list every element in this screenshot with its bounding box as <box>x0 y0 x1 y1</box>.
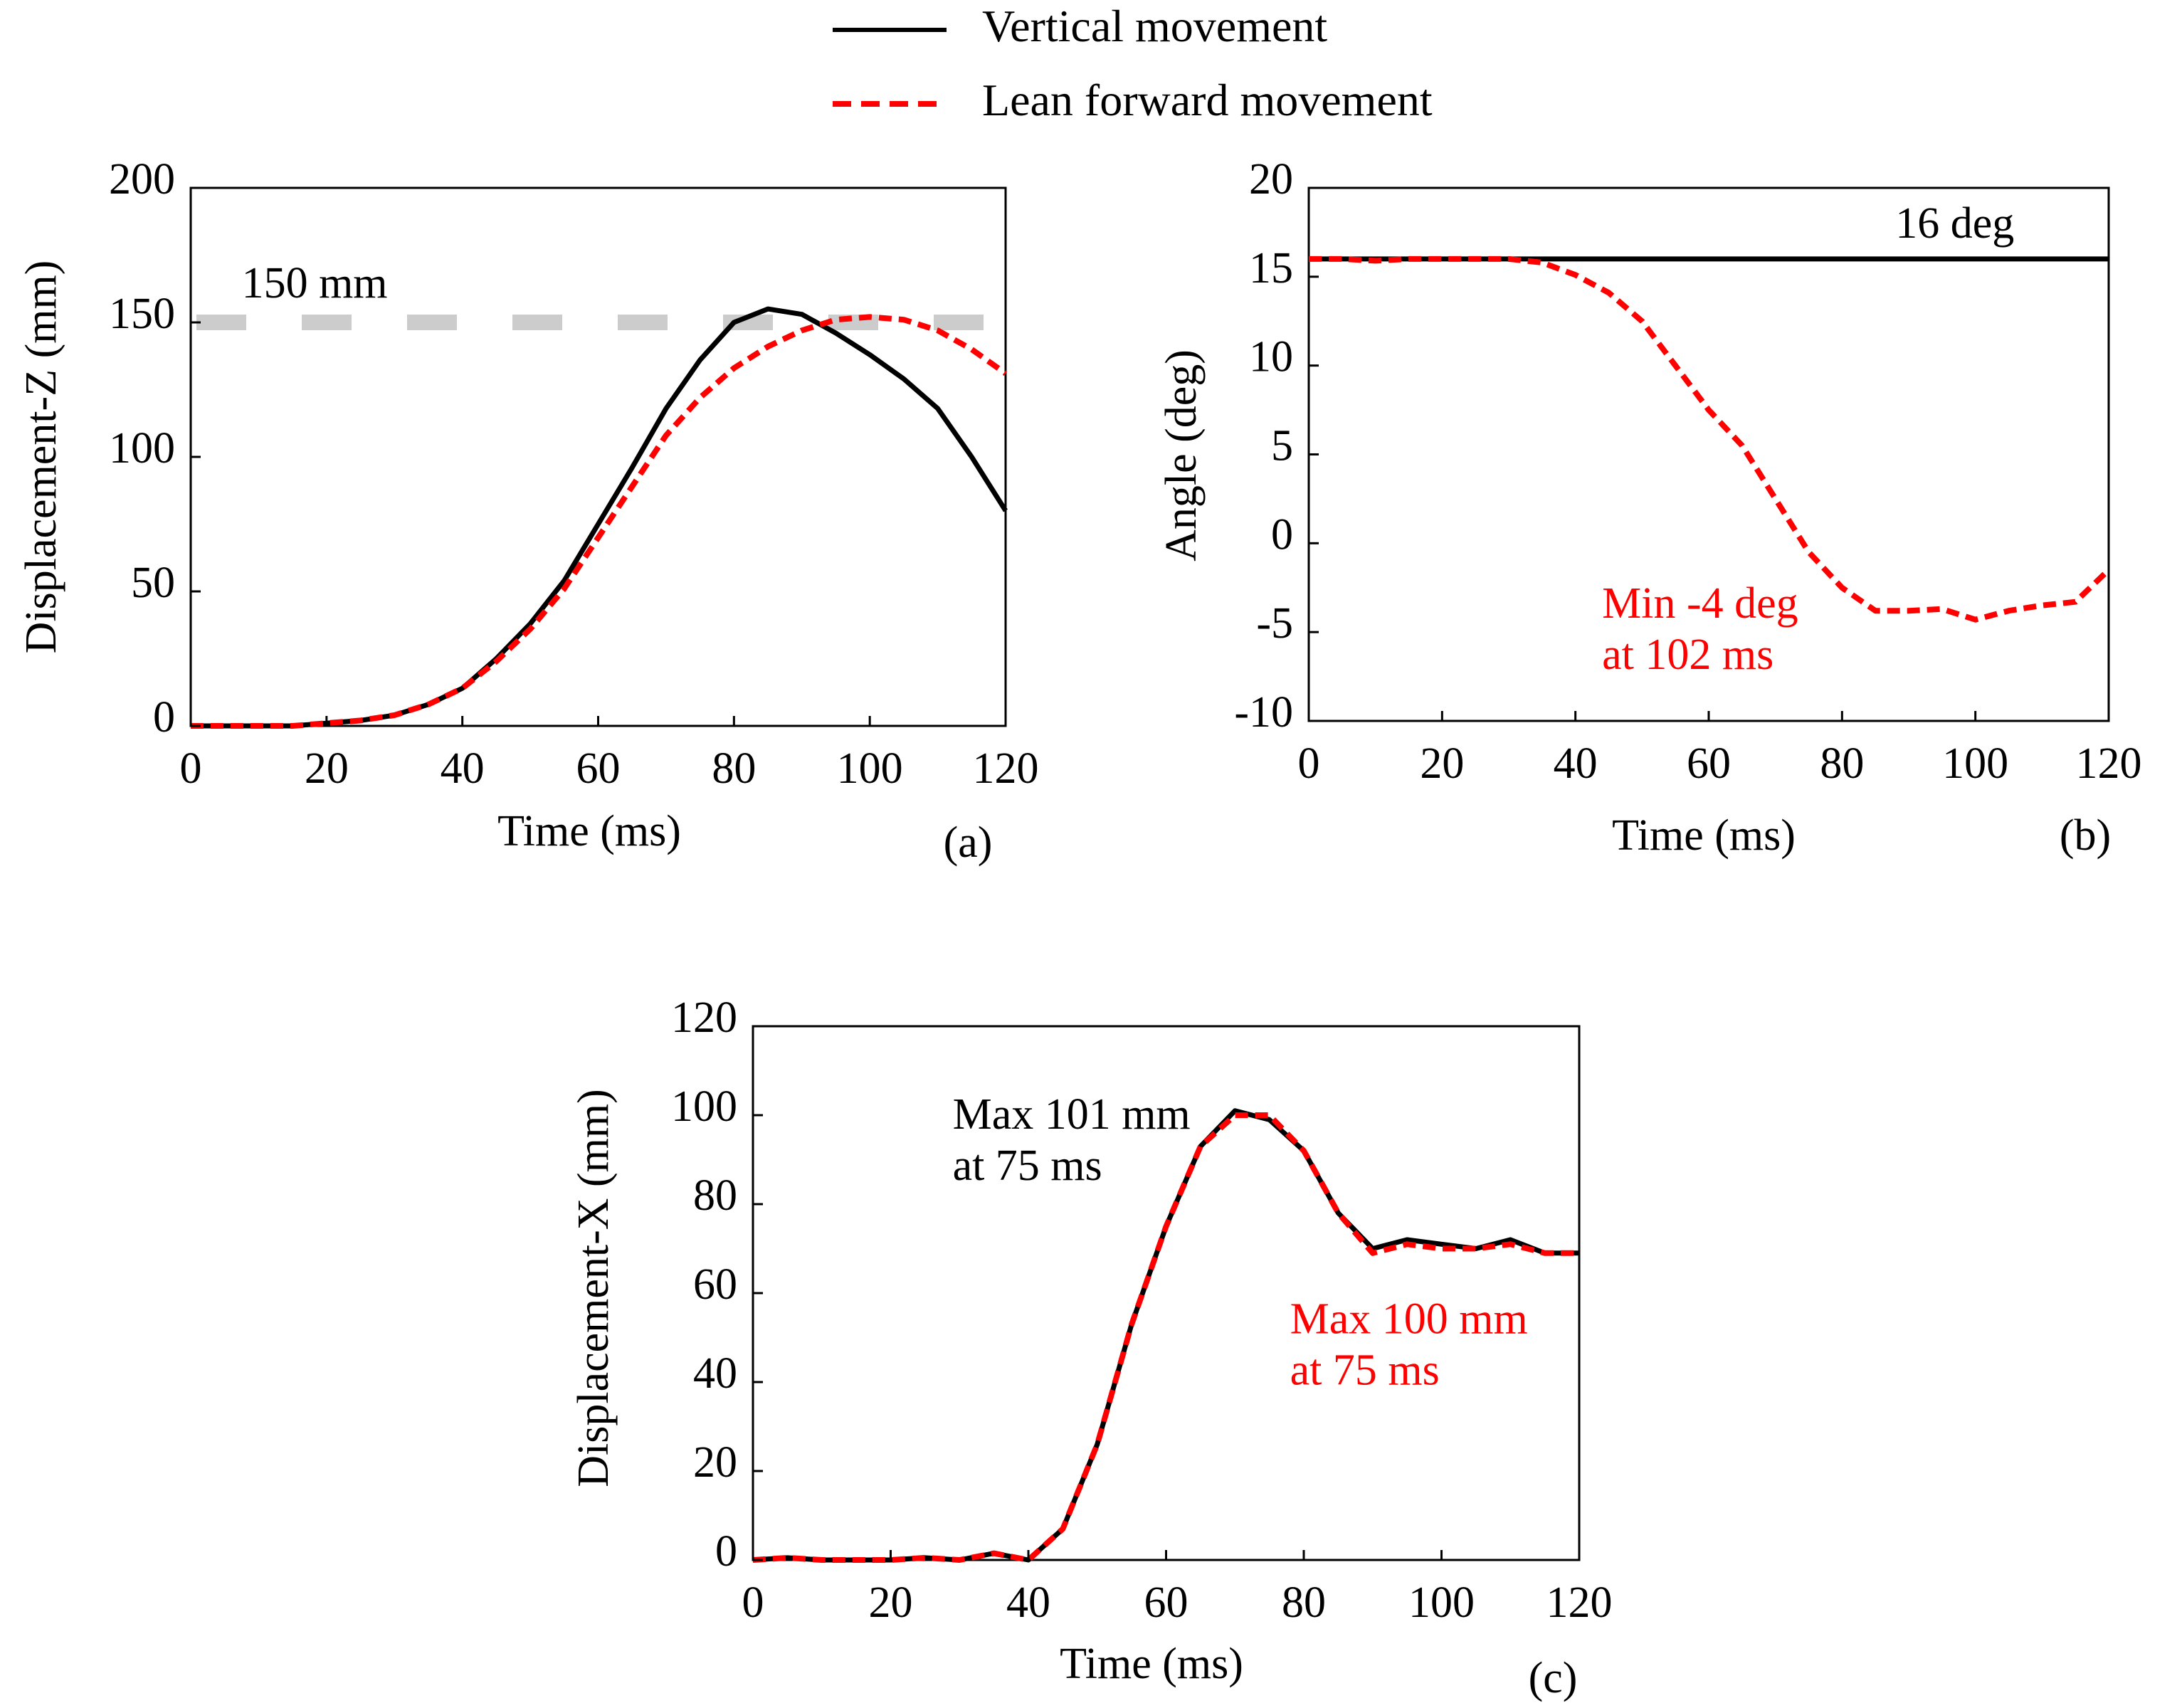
panel-a-xtick-label: 60 <box>576 744 621 793</box>
legend-label-vertical: Vertical movement <box>982 1 1327 51</box>
panel-b-annotation: 16 deg <box>1895 199 2014 248</box>
panel-c-series-lean-forward <box>752 1112 1579 1563</box>
legend: Vertical movement Lean forward movement <box>833 1 1433 125</box>
panel-a-ytick-label: 100 <box>109 424 175 473</box>
panel-b-xtick-label: 0 <box>1298 739 1320 788</box>
panel-c-ytick-label: 40 <box>693 1349 737 1398</box>
panel-b-xtick-label: 40 <box>1554 739 1598 788</box>
legend-label-lean: Lean forward movement <box>982 75 1433 125</box>
panel-c-xtick-label: 100 <box>1408 1578 1475 1627</box>
panel-a-xlabel: Time (ms) <box>497 807 681 855</box>
panel-a-reference-label: 150 mm <box>242 259 388 307</box>
panel-c-annotation: Max 100 mm <box>1290 1295 1528 1343</box>
panel-b-annotation: Min -4 deg <box>1602 579 1798 628</box>
panel-c-xtick-label: 60 <box>1144 1578 1188 1627</box>
panel-c-ytick-label: 20 <box>693 1438 737 1487</box>
panel-b-series-lean-forward <box>1309 255 2111 623</box>
panel-a-xtick-label: 80 <box>712 744 756 793</box>
panel-c-xtick-label: 40 <box>1006 1578 1050 1627</box>
panel-c-ytick-label: 120 <box>671 993 737 1042</box>
panel-b-ytick-label: 15 <box>1249 244 1293 292</box>
panel-c-ytick-label: 80 <box>693 1171 737 1220</box>
panel-c-ytick-label: 60 <box>693 1260 737 1309</box>
panel-b-ytick-label: 10 <box>1249 333 1293 381</box>
panel-b-xtick-label: 120 <box>2076 739 2142 788</box>
panel-c-label: (c) <box>1529 1654 1578 1702</box>
panel-a-xtick-label: 120 <box>973 744 1039 793</box>
panel-c-annotation: at 75 ms <box>1290 1346 1440 1394</box>
panel-a-ylabel: Displacement-Z (mm) <box>17 260 65 654</box>
panel-b-ylabel: Angle (deg) <box>1157 349 1206 562</box>
panel-b-xtick-label: 20 <box>1420 739 1464 788</box>
panel-c-xtick-label: 80 <box>1282 1578 1326 1627</box>
panel-b-ytick-label: 0 <box>1271 510 1293 559</box>
chart-panel-c: 0 20 40 60 80 100 120 0 20 40 60 80 100 120 Max 101 m… <box>569 993 1613 1702</box>
panel-b-ytick-label: -10 <box>1234 688 1293 737</box>
panel-b-label: (b) <box>2060 811 2111 860</box>
panel-b-ytick-label: -5 <box>1256 599 1293 648</box>
panel-a-xtick-label: 100 <box>837 744 903 793</box>
panel-c-xtick-label: 0 <box>742 1578 764 1627</box>
panel-c-xlabel: Time (ms) <box>1060 1640 1243 1688</box>
panel-a-series-lean-forward <box>191 314 1008 729</box>
panel-a-label: (a) <box>944 818 993 867</box>
panel-b-ytick-label: 5 <box>1271 422 1293 470</box>
chart-panel-b: 0 20 40 60 80 100 120 -10 -5 0 5 10 15 20 16 deg Min -… <box>1157 155 2142 860</box>
panel-a-ytick-label: 0 <box>153 693 175 742</box>
panel-b-annotation: at 102 ms <box>1602 631 1773 679</box>
panel-c-annotation: Max 101 mm <box>953 1090 1191 1139</box>
panel-a-ytick-label: 200 <box>109 155 175 204</box>
panel-a-xtick-label: 0 <box>180 744 202 793</box>
panel-b-xtick-label: 80 <box>1820 739 1864 788</box>
panel-a-ytick-label: 50 <box>131 559 175 607</box>
panel-b-xlabel: Time (ms) <box>1612 811 1796 860</box>
panel-b-xtick-label: 100 <box>1942 739 2008 788</box>
panel-c-xtick-label: 120 <box>1546 1578 1613 1627</box>
chart-panel-a: 150 mm 0 20 40 60 80 100 120 0 50 100 150 200 Time … <box>17 155 1039 867</box>
panel-c-annotation: at 75 ms <box>953 1142 1102 1190</box>
panel-c-ytick-label: 100 <box>671 1082 737 1131</box>
panel-b-ytick-label: 20 <box>1249 155 1293 204</box>
panel-c-ylabel: Displacement-X (mm) <box>569 1089 618 1487</box>
panel-a-series-vertical <box>191 306 1008 729</box>
panel-c-xtick-label: 20 <box>869 1578 913 1627</box>
panel-a-xtick-label: 40 <box>441 744 485 793</box>
panel-a-xtick-label: 20 <box>305 744 349 793</box>
panel-a-ytick-label: 150 <box>109 290 175 338</box>
panel-b-xtick-label: 60 <box>1687 739 1731 788</box>
panel-c-ytick-label: 0 <box>715 1527 737 1576</box>
